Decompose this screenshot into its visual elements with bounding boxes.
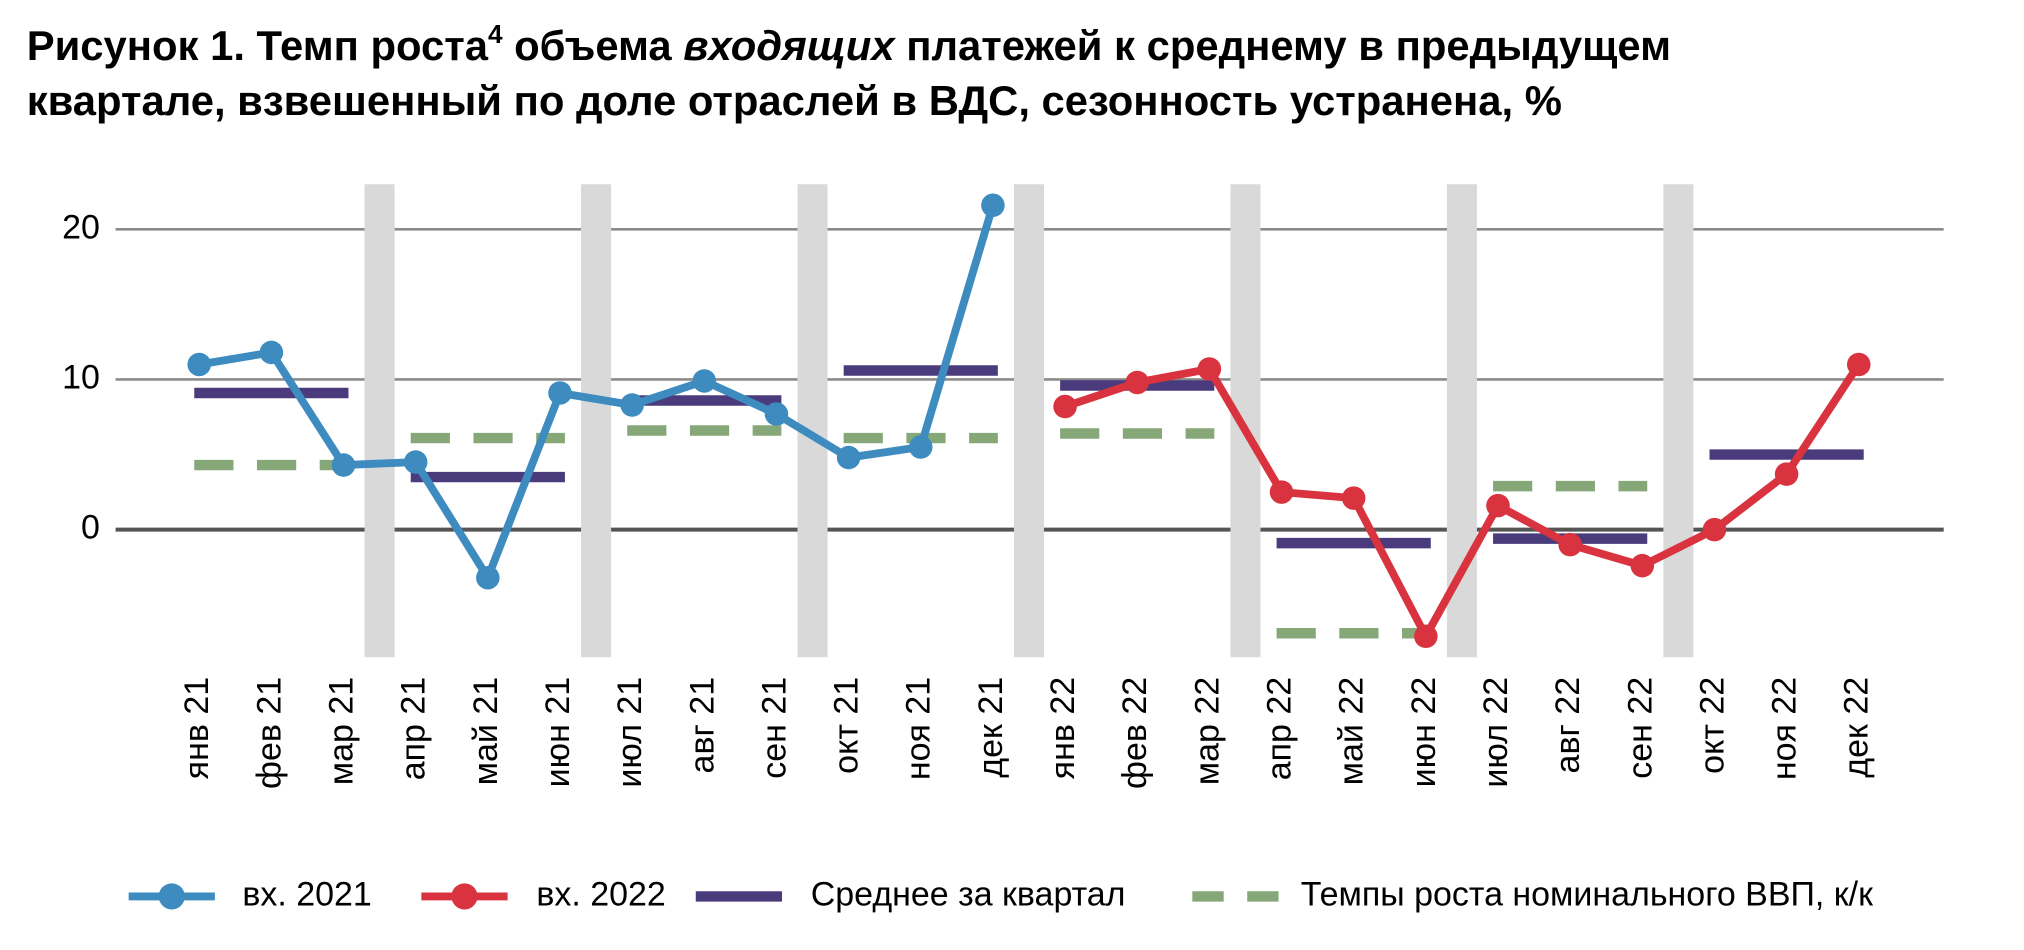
x-tick-label: мар 22	[1188, 677, 1226, 785]
y-tick-label: 10	[62, 358, 100, 396]
data-point	[331, 453, 356, 477]
data-point	[403, 450, 428, 474]
legend-label: Темпы роста номинального ВВП, к/к	[1301, 875, 1874, 913]
x-tick-label: май 21	[467, 677, 505, 785]
chart-title: Рисунок 1. Темп роста4 объема входящих п…	[27, 19, 1671, 69]
series-line	[1063, 362, 1863, 641]
data-point	[259, 340, 284, 365]
data-point	[620, 393, 644, 417]
y-tick-label: 20	[62, 208, 100, 246]
title-part: платежей к среднему в предыдущем	[895, 22, 1671, 69]
data-point	[1414, 624, 1438, 649]
data-point	[1125, 370, 1149, 395]
legend-marker	[158, 883, 185, 910]
x-tick-label: фев 22	[1116, 677, 1154, 789]
chart-title: квартале, взвешенный по доле отраслей в …	[27, 77, 1562, 124]
data-point	[1269, 480, 1294, 504]
x-tick-label: сен 22	[1621, 677, 1659, 779]
data-point	[476, 565, 500, 590]
x-tick-label: апр 22	[1260, 677, 1298, 780]
x-tick-label: май 22	[1333, 677, 1371, 785]
data-point	[1197, 357, 1222, 381]
data-point	[908, 435, 933, 459]
data-point	[187, 352, 211, 377]
legend-marker	[451, 883, 478, 910]
x-tick-label: ноя 22	[1766, 677, 1804, 780]
quarter-separator	[364, 184, 395, 658]
x-tick-label: авг 21	[683, 677, 721, 774]
x-tick-label: июл 21	[611, 677, 649, 788]
x-tick-label: дек 22	[1838, 677, 1876, 778]
x-tick-label: янв 22	[1044, 677, 1082, 779]
series-line	[198, 204, 997, 582]
x-tick-label: окт 22	[1693, 677, 1731, 774]
x-tick-label: апр 21	[395, 677, 433, 780]
quarter-separator	[1230, 184, 1261, 658]
data-point	[1341, 486, 1366, 510]
x-tick-label: июн 21	[539, 677, 577, 787]
data-point	[692, 369, 717, 393]
data-point	[981, 193, 1005, 218]
x-tick-label: мар 21	[322, 677, 360, 785]
quarter-separator	[581, 184, 612, 658]
data-point	[1774, 462, 1799, 486]
data-point	[1630, 553, 1655, 578]
legend-label: Среднее за квартал	[811, 875, 1126, 913]
data-point	[1486, 493, 1510, 518]
x-tick-label: дек 21	[972, 677, 1010, 778]
x-tick-label: сен 21	[755, 677, 793, 779]
x-tick-label: июн 22	[1405, 677, 1443, 787]
data-point	[1558, 532, 1582, 557]
x-tick-label: июл 22	[1477, 677, 1515, 788]
quarter-separator	[797, 184, 828, 658]
data-point	[1847, 352, 1871, 377]
y-tick-label: 0	[81, 509, 100, 547]
title-part: Рисунок 1. Темп роста	[27, 22, 489, 69]
x-tick-label: авг 22	[1549, 677, 1587, 774]
title-part: объема	[502, 22, 683, 69]
data-point	[1702, 517, 1727, 542]
legend-label: вх. 2021	[242, 875, 371, 913]
x-tick-label: окт 21	[828, 677, 866, 774]
x-tick-label: янв 21	[178, 677, 216, 779]
data-point	[764, 402, 789, 426]
legend-label: вх. 2022	[536, 875, 665, 913]
quarter-separator	[1013, 184, 1045, 658]
x-tick-label: ноя 21	[900, 677, 938, 780]
x-tick-label: фев 21	[250, 677, 288, 789]
title-footnote: 4	[488, 19, 503, 49]
quarter-separator	[1663, 184, 1694, 658]
data-point	[1053, 394, 1077, 419]
data-point	[836, 445, 861, 470]
title-part: входящих	[683, 22, 896, 69]
data-point	[548, 381, 572, 405]
